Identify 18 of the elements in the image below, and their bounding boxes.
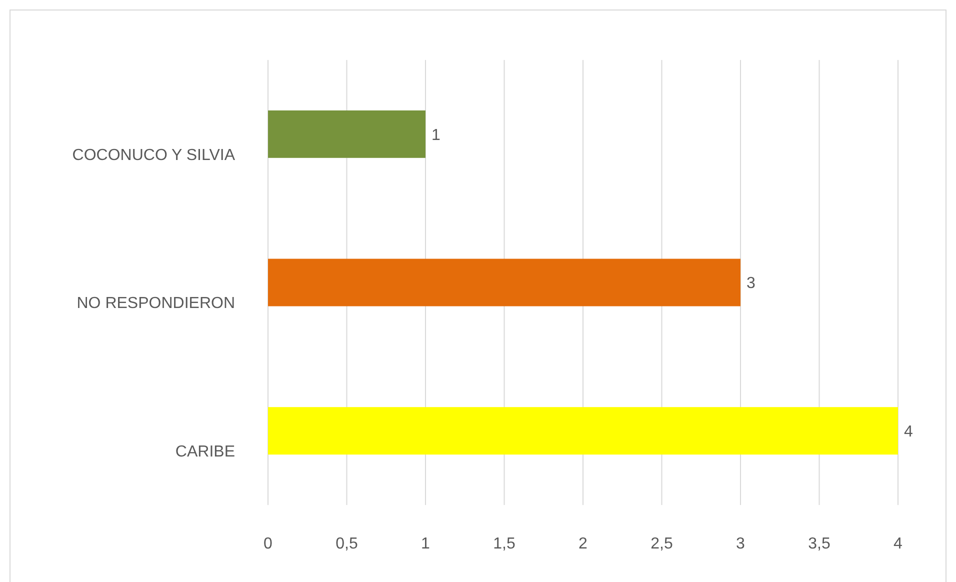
x-tick-label: 0,5 <box>336 535 358 552</box>
data-label: 1 <box>432 126 440 144</box>
y-tick-label: CARIBE <box>175 443 235 460</box>
x-tick-label: 1 <box>421 535 430 552</box>
x-tick-label: 0 <box>264 535 273 552</box>
bar <box>268 258 740 306</box>
bar <box>268 407 898 455</box>
y-tick-label: COCONUCO Y SILVIA <box>72 146 236 164</box>
x-tick-label: 3,5 <box>808 535 830 552</box>
x-tick-label: 4 <box>894 535 903 552</box>
bar <box>268 110 426 158</box>
data-label: 3 <box>746 275 756 292</box>
x-tick-label: 1,5 <box>493 535 516 552</box>
x-tick-label: 2,5 <box>650 535 673 552</box>
data-label: 4 <box>904 423 913 440</box>
y-tick-label: NO RESPONDIERON <box>76 295 235 312</box>
x-tick-label: 2 <box>578 535 588 552</box>
x-tick-label: 3 <box>736 535 746 552</box>
